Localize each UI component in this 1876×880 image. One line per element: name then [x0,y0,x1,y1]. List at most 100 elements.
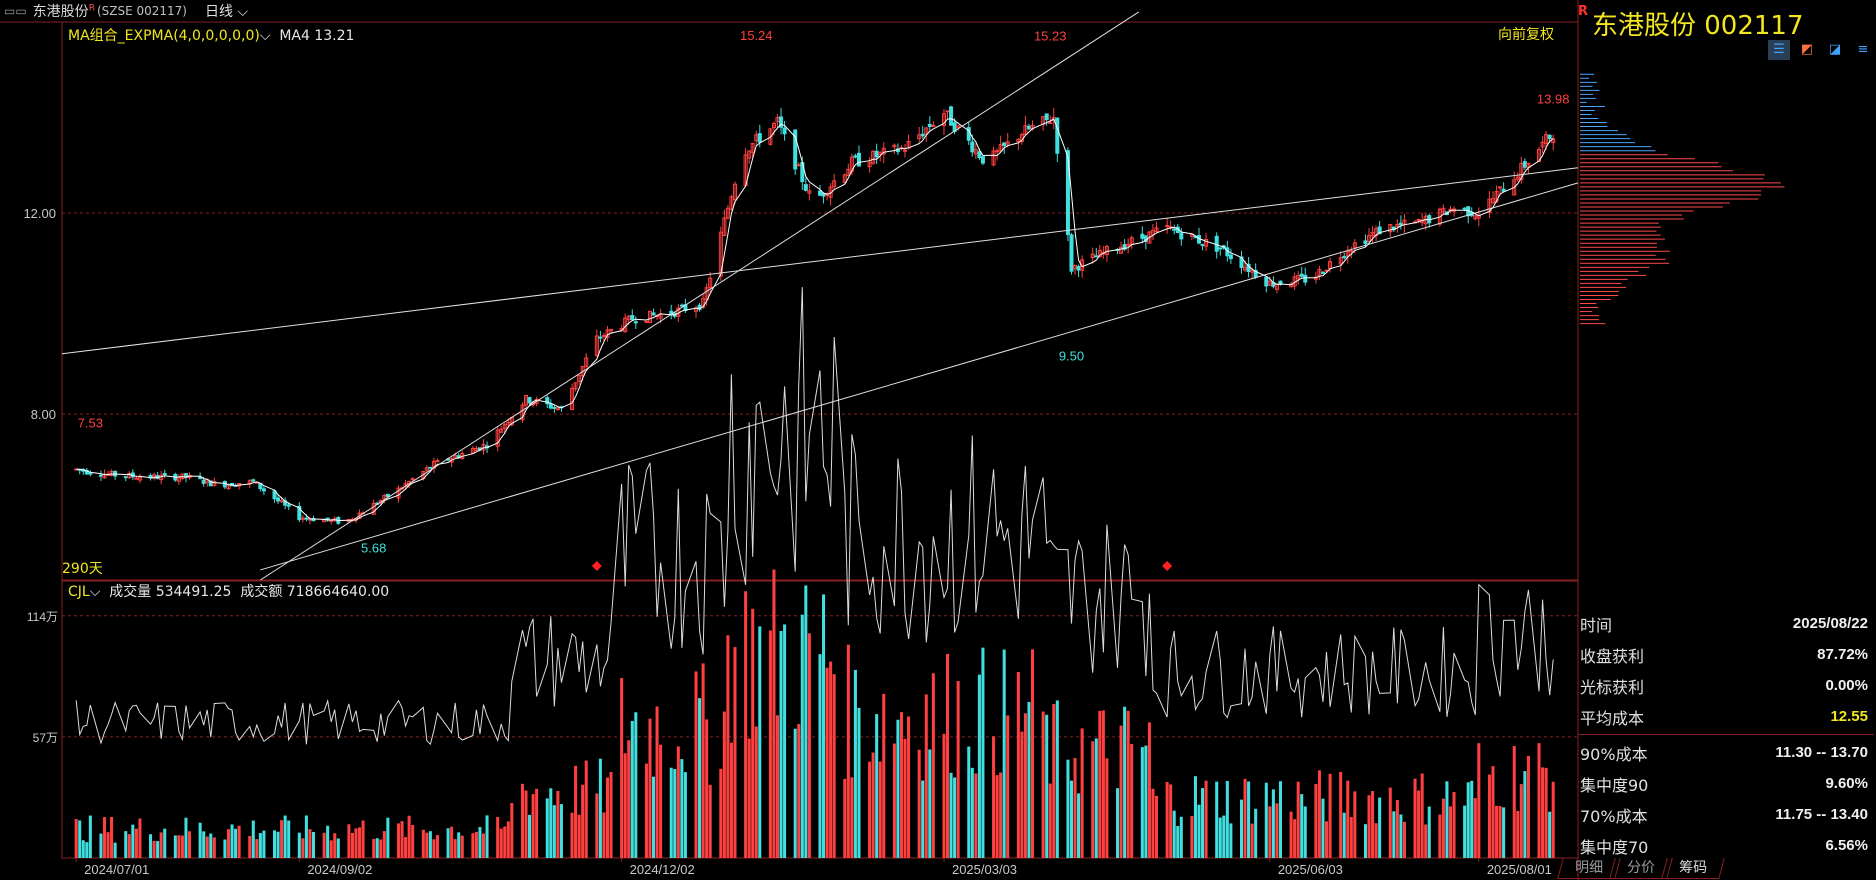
candle-body [633,321,638,324]
volume-bar [372,838,376,858]
volume-bar [1105,758,1109,858]
volume-bar [1130,743,1134,858]
candle-body [98,474,103,477]
chip-distribution-icon[interactable]: ☰ [1768,40,1790,60]
candle-body [956,125,961,129]
volume-bar [775,715,780,858]
tab-chips[interactable]: 筹码 [1661,858,1725,879]
volume-bar [694,671,698,858]
chip-list-icon[interactable]: ≡ [1857,42,1869,57]
volume-bar [322,832,326,858]
candle-body [1544,134,1549,144]
candle-body [1048,121,1053,124]
volume-bar [528,814,532,858]
window-grip-icon[interactable]: ▭▭ [4,4,27,18]
volume-bar [846,644,850,858]
candle-body [1172,228,1177,231]
volume-bar [1523,771,1527,858]
adjust-label[interactable]: 向前复权 [1498,27,1554,43]
period-selector[interactable]: 日线 ⌵ [205,1,248,21]
candle-body [1150,229,1155,235]
volume-bar [903,738,907,858]
chip-fire-up-icon[interactable]: ◩ [1800,42,1814,57]
volume-bar [1342,812,1346,858]
volume-bar [1101,710,1105,858]
days-label: 290天 [62,561,103,577]
candle-body [1349,250,1354,253]
volume-bar [432,839,436,858]
candle-body [261,488,266,492]
volume-bar [1176,826,1180,858]
volume-bar [832,674,836,858]
volume-bar [1151,788,1155,858]
candle-body [208,480,213,487]
candle-body [1342,256,1347,259]
volume-bar [173,835,177,858]
chip-fire-down-icon[interactable]: ◪ [1828,42,1842,57]
candle-body [1490,198,1496,204]
date-tick-label: 2024/12/02 [630,862,695,877]
volume-bar [1077,793,1081,858]
volume-bar [1477,743,1481,858]
stat-row: 90%成本 11.30 -- 13.70 [1578,737,1874,768]
candle-body [626,315,631,321]
candle-body [502,424,507,430]
candle-body [867,162,872,168]
right-panel-title: 东港股份 002117 [1592,11,1804,41]
candle-body [1338,257,1343,265]
volume-bar [1463,805,1467,858]
candle-body [1537,148,1542,163]
extreme-price-label: 15.24 [740,28,773,43]
candle-body [506,421,511,425]
candle-body [251,479,256,482]
r-superscript: R [88,3,95,14]
volume-bar [255,839,259,858]
volume-bar [1519,784,1523,858]
volume-bar [78,820,82,858]
volume-bar [1495,805,1499,858]
candle-body [941,113,946,126]
candle-body [1377,226,1382,235]
volume-bar [1278,781,1282,858]
volume-bar [1098,710,1102,858]
candle-body [1462,207,1467,210]
volume-bar [977,674,981,858]
volume-bar [1169,784,1173,858]
candle-body [1367,235,1372,242]
indicator-label[interactable]: MA组合_EXPMA(4,0,0,0,0,0) [68,28,260,44]
volume-indicator-label[interactable]: CJL [68,584,90,600]
candle-body [1104,246,1109,256]
volume-bar [234,828,238,858]
volume-bar [1392,811,1396,858]
candle-body [385,493,390,498]
volume-bar [350,832,354,858]
volume-bar [892,743,896,858]
volume-bar [124,831,128,858]
volume-bar [308,829,312,858]
volume-bar [223,839,227,858]
candle-body [127,472,132,479]
volume-bar [407,815,411,858]
volume-bar [1346,780,1350,858]
volume-bar [1073,758,1077,858]
stat-value: 87.72% [1817,646,1868,663]
volume-tick-label: 57万 [33,731,58,745]
volume-bar [205,836,209,858]
volume-bar [1317,770,1321,858]
candle-body [757,133,762,143]
volume-bar [1254,808,1258,858]
candle-body [176,477,181,482]
ma-value: MA4 13.21 [279,28,355,44]
volume-bar [1268,806,1272,858]
candle-body [856,152,861,167]
volume-bar [875,714,879,858]
volume-bar [99,833,103,858]
stat-key: 70%成本 [1580,806,1648,826]
candle-body [410,478,415,481]
volume-bar [1275,803,1279,858]
stock-selector[interactable]: 东港股份R [33,1,95,21]
candle-body [1218,247,1223,250]
candle-body [949,106,954,126]
volume-bar [1548,811,1552,858]
